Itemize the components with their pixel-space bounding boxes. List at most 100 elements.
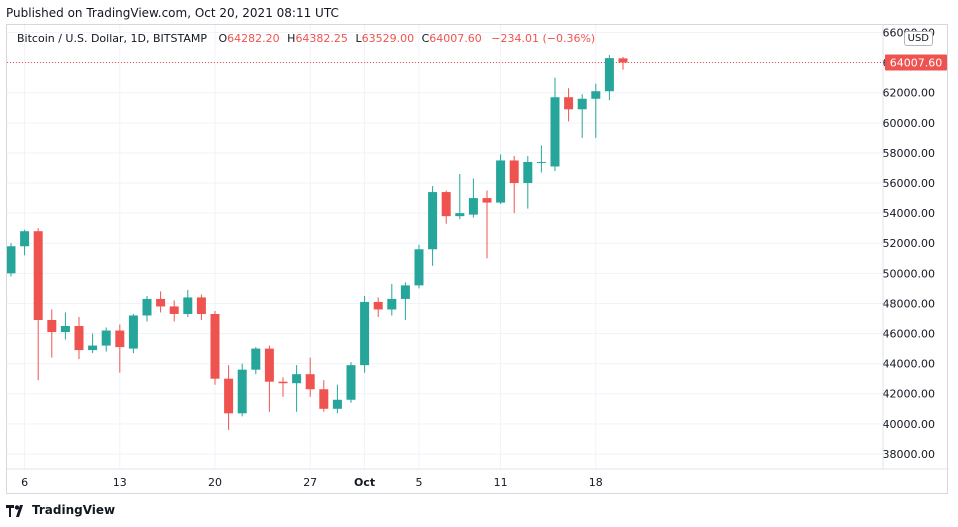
candle (20, 229, 30, 256)
candlestick-chart[interactable]: 66000.0064000.0062000.0060000.0058000.00… (7, 25, 949, 495)
candle (183, 289, 193, 317)
candle-body (210, 313, 220, 379)
candle (264, 345, 274, 412)
candle (74, 316, 84, 360)
candle-body (618, 58, 628, 63)
candle (564, 88, 574, 122)
x-tick-label: 13 (113, 476, 127, 489)
candle (523, 155, 533, 209)
x-tick-label: 20 (208, 476, 222, 489)
candle-body (496, 160, 506, 203)
y-tick-label: 44000.00 (883, 358, 936, 371)
x-axis: 6 13 20 27 Oct 5 11 18 (7, 468, 949, 489)
x-tick-label: 6 (21, 476, 28, 489)
candle-body (332, 399, 342, 409)
candle (319, 380, 329, 412)
close-value: 64007.60 (429, 32, 482, 45)
candle-body (7, 246, 16, 274)
candle-body (441, 192, 451, 217)
candle-body (33, 231, 43, 320)
y-tick-label: 48000.00 (883, 297, 936, 310)
candle (346, 362, 356, 403)
candle-body (142, 298, 152, 316)
candle-body (360, 301, 370, 366)
tradingview-logo-icon (6, 505, 23, 517)
candle-body (169, 306, 179, 314)
candle (400, 282, 410, 320)
candle-body (264, 348, 274, 382)
candle-body (156, 298, 166, 307)
open-label: O (218, 32, 228, 45)
candle-body (60, 326, 70, 333)
candle (550, 77, 560, 171)
candle-body (604, 58, 614, 92)
y-tick-label: 56000.00 (883, 177, 936, 190)
candle (128, 313, 138, 354)
close-label: C (421, 32, 430, 45)
candle (142, 295, 152, 322)
x-tick-label: 27 (303, 476, 317, 489)
candle-body (115, 330, 125, 348)
candle-body (550, 97, 560, 167)
candle-body (536, 161, 546, 163)
candle (373, 297, 383, 317)
footer-brand[interactable]: TradingView (6, 503, 115, 517)
candle-body (577, 98, 587, 110)
published-caption: Published on TradingView.com, Oct 20, 20… (6, 6, 339, 20)
high-label: H (287, 32, 296, 45)
x-tick-label: 18 (589, 476, 603, 489)
candle-body (183, 297, 193, 314)
y-tick-label: 52000.00 (883, 237, 936, 250)
candle (196, 294, 206, 320)
candle (468, 178, 478, 218)
candle (509, 155, 519, 214)
candle (88, 333, 98, 354)
candle-body (564, 97, 574, 110)
candle-body (428, 192, 438, 250)
symbol-name[interactable]: Bitcoin / U.S. Dollar, 1D, BITSTAMP (17, 32, 207, 45)
last-price-label-bg (885, 54, 947, 71)
candle-body (509, 160, 519, 184)
candle-body (400, 285, 410, 299)
candle-body (305, 374, 315, 390)
chart-frame: 66000.0064000.0062000.0060000.0058000.00… (6, 24, 949, 495)
candle (33, 228, 43, 381)
candle-body (319, 389, 329, 409)
y-tick-label: 46000.00 (883, 328, 936, 341)
candle-body (20, 231, 30, 247)
currency-button[interactable]: USD (903, 31, 933, 46)
candle (332, 384, 342, 414)
candle (101, 327, 111, 352)
candle-body (128, 315, 138, 349)
y-tick-label: 50000.00 (883, 267, 936, 280)
y-tick-label: 54000.00 (883, 207, 936, 220)
candle (7, 243, 16, 277)
candle-body (414, 249, 424, 286)
candle-body (387, 298, 397, 310)
y-tick-label: 60000.00 (883, 117, 936, 130)
candle-body (346, 365, 356, 400)
candle (169, 300, 179, 322)
candle (591, 83, 601, 138)
last-price-label-group: 64007.60 (885, 54, 947, 71)
candle (278, 377, 288, 397)
y-tick-label: 42000.00 (883, 388, 936, 401)
candle (414, 244, 424, 289)
candle-body (47, 319, 57, 333)
candle (482, 190, 492, 259)
x-tick-label: Oct (354, 476, 375, 489)
candle (577, 94, 587, 138)
candle-body (74, 326, 84, 351)
candle (305, 357, 315, 397)
candle-body (278, 381, 288, 384)
candle-body (101, 330, 111, 346)
candle (251, 347, 261, 375)
candle (536, 145, 546, 173)
x-tick-label: 5 (416, 476, 423, 489)
candle-body (591, 91, 601, 99)
grid (7, 25, 883, 469)
candle (60, 312, 70, 340)
chart-legend: Bitcoin / U.S. Dollar, 1D, BITSTAMP O642… (17, 32, 595, 45)
y-tick-label: 38000.00 (883, 448, 936, 461)
candle (360, 295, 370, 373)
